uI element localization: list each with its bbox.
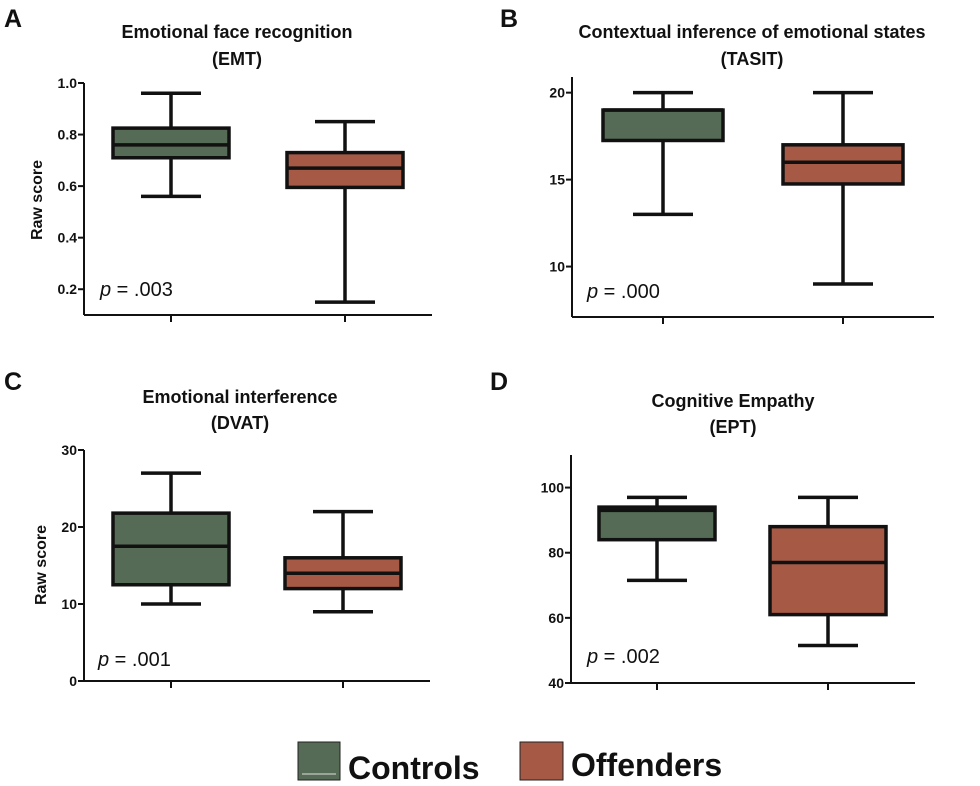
y-tick-label: 1.0 <box>58 75 78 91</box>
chart-title: Cognitive Empathy <box>651 391 814 411</box>
box-controls <box>111 91 231 199</box>
box-offenders <box>768 495 888 648</box>
chart-title: Emotional interference <box>142 387 337 407</box>
iqr-box <box>601 108 725 143</box>
legend-label-offenders: Offenders <box>571 747 722 783</box>
panel-letter: A <box>4 5 22 33</box>
legend-label-controls: Controls <box>348 750 480 786</box>
chart-title: (EPT) <box>710 417 757 437</box>
box-offenders <box>781 90 905 286</box>
box-controls <box>111 471 231 606</box>
y-tick-label: 0.2 <box>58 281 78 297</box>
chart-title: (DVAT) <box>211 413 269 433</box>
box-controls <box>597 495 717 583</box>
y-tick-label: 0 <box>69 673 77 689</box>
y-tick-label: 10 <box>61 596 77 612</box>
p-value-annotation: p = .000 <box>586 281 660 303</box>
iqr-box <box>597 505 717 542</box>
panel-d: D Cognitive Empathy (EPT) 40 60 80 100 p = .002 <box>490 368 915 691</box>
y-tick-label: 20 <box>61 519 77 535</box>
iqr-box <box>111 511 231 587</box>
panel-c: C Emotional interference (DVAT) 0 10 20 30 Raw … <box>4 368 430 689</box>
chart-title: Emotional face recognition <box>121 22 352 42</box>
y-tick-label: 80 <box>548 545 564 561</box>
legend: Controls Offenders <box>297 741 722 786</box>
chart-title: Contextual inference of emotional states <box>578 22 925 42</box>
y-tick-label: 0.8 <box>58 127 78 143</box>
iqr-box <box>781 143 905 186</box>
y-tick-label: 100 <box>541 480 565 496</box>
y-tick-label: 0.6 <box>58 178 78 194</box>
y-tick-label: 60 <box>548 610 564 626</box>
y-tick-label: 40 <box>548 675 564 691</box>
p-value-annotation: p = .001 <box>97 649 171 671</box>
iqr-box <box>111 126 231 160</box>
box-offenders <box>283 509 403 614</box>
y-tick-label: 15 <box>549 172 565 188</box>
p-value-annotation: p = .002 <box>586 646 660 668</box>
y-tick-label: 20 <box>549 85 565 101</box>
panel-letter: B <box>500 5 518 33</box>
panel-a: A Emotional face recognition (EMT) 0.2 0.4 0.… <box>4 5 432 322</box>
y-tick-label: 10 <box>549 259 565 275</box>
chart-title: (EMT) <box>212 49 262 69</box>
y-tick-label: 30 <box>61 442 77 458</box>
panel-letter: C <box>4 368 22 396</box>
panel-b: B Contextual inference of emotional state… <box>500 5 934 324</box>
panel-letter: D <box>490 368 508 396</box>
iqr-box <box>285 150 405 190</box>
y-axis-label: Raw score <box>29 160 46 240</box>
y-axis-label: Raw score <box>33 525 50 605</box>
p-value-annotation: p = .003 <box>99 279 173 301</box>
legend-swatch-offenders <box>519 741 564 781</box>
y-tick-label: 0.4 <box>58 230 78 246</box>
chart-title: (TASIT) <box>721 49 784 69</box>
iqr-box <box>768 524 888 617</box>
box-controls <box>601 90 725 217</box>
box-offenders <box>285 119 405 304</box>
